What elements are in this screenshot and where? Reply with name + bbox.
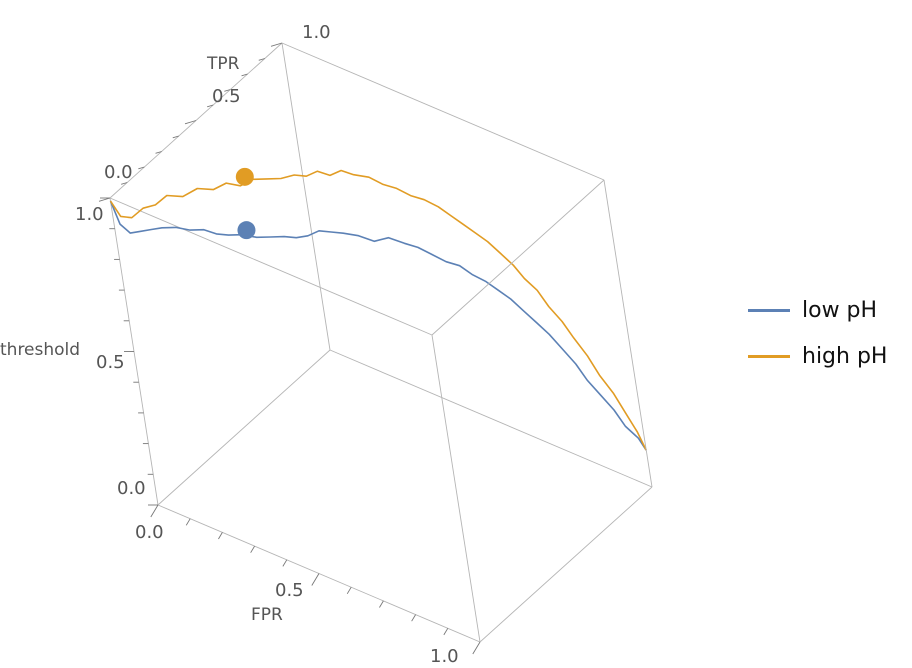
x-tick-mark-1 [185, 518, 191, 526]
highlight-point-high-ph [235, 167, 254, 186]
legend-item-low-ph: low pH [748, 292, 908, 328]
x-tick-mark-3 [250, 545, 255, 553]
box-edge-010-011 [281, 42, 331, 351]
z-axis-label: threshold [0, 340, 80, 360]
box-edge-001-101 [109, 197, 433, 336]
x-tick-mark-10 [472, 641, 481, 655]
y-tick-mark-1 [121, 182, 128, 185]
y-tick-mark-10 [270, 42, 283, 47]
x-axis-label: FPR [251, 605, 283, 625]
x-tick-mark-2 [218, 532, 223, 540]
series-line-low-ph [109, 200, 647, 451]
box-edge-011-111 [281, 42, 605, 181]
box-edge-000-010 [157, 349, 331, 506]
y-tick-label-2: 1.0 [302, 22, 331, 43]
y-tick-mark-3 [155, 151, 162, 154]
series-line-high-ph [109, 169, 647, 451]
y-tick-mark-6 [207, 104, 214, 108]
x-tick-mark-8 [411, 614, 416, 622]
x-tick-label-2: 1.0 [430, 646, 459, 667]
x-tick-label-0: 0.0 [135, 522, 164, 543]
axis-labels: 0.0 0.5 1.0 FPR 0.0 0.5 1.0 TPR 0.0 0.5 … [0, 22, 459, 667]
legend-label-high-ph: high pH [802, 343, 888, 369]
legend-swatch-high-ph [748, 354, 790, 358]
box-edge-100-101 [431, 334, 481, 643]
box-edge-010-110 [329, 349, 653, 488]
data-series [109, 167, 647, 451]
z-tick-label-0: 0.0 [117, 478, 146, 499]
y-tick-mark-5 [184, 120, 197, 125]
y-tick-label-1: 0.5 [212, 86, 241, 107]
z-tick-label-1: 0.5 [96, 352, 125, 373]
x-tick-mark-0 [150, 504, 159, 518]
box-edge-110-111 [603, 179, 653, 488]
bounding-box-front-edges [281, 42, 653, 643]
y-tick-label-0: 0.0 [104, 162, 133, 183]
x-tick-mark-6 [346, 586, 352, 595]
z-tick-label-2: 1.0 [75, 204, 104, 225]
y-tick-mark-7 [224, 89, 231, 92]
y-axis-label: TPR [206, 54, 240, 74]
x-tick-mark-5 [311, 573, 320, 586]
axis-ticks [98, 42, 481, 655]
x-tick-mark-7 [379, 600, 384, 608]
y-tick-mark-9 [258, 58, 265, 61]
x-tick-mark-9 [443, 628, 449, 636]
box-edge-101-111 [431, 179, 605, 336]
y-tick-mark-4 [172, 135, 179, 139]
legend-label-low-ph: low pH [802, 297, 878, 323]
bounding-box-back-edges [109, 42, 653, 643]
legend-item-high-ph: high pH [748, 338, 908, 374]
legend: low pH high pH [748, 292, 908, 384]
y-tick-mark-0 [98, 197, 111, 202]
highlight-point-low-ph [237, 221, 256, 240]
box-edge-100-110 [479, 486, 653, 643]
legend-swatch-low-ph [748, 308, 790, 312]
x-tick-mark-4 [282, 559, 288, 567]
y-tick-mark-2 [138, 166, 145, 170]
y-tick-mark-8 [241, 73, 248, 77]
x-tick-label-1: 0.5 [275, 580, 304, 601]
